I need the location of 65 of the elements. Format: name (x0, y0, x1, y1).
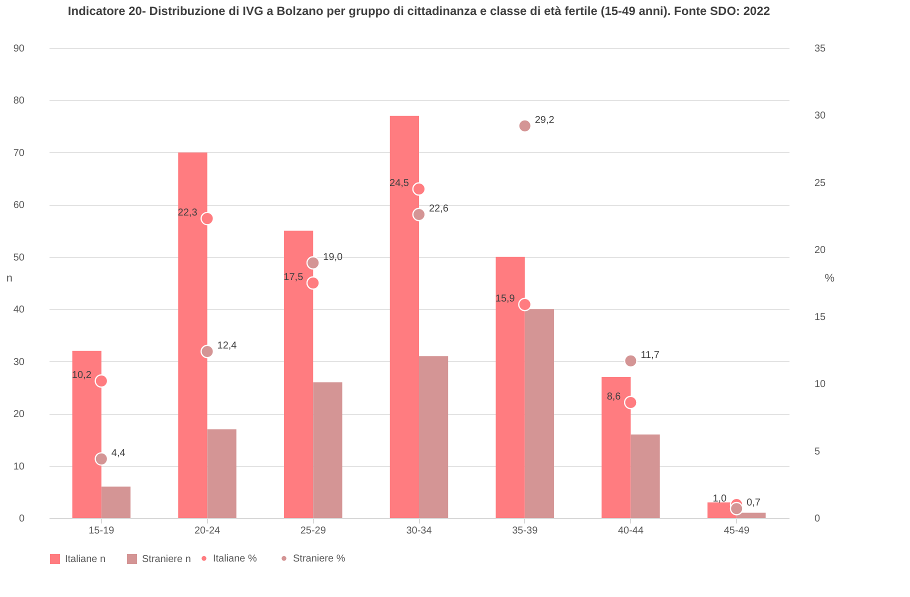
y-tick-label: 50 (13, 252, 25, 264)
data-label: 4,4 (111, 448, 126, 459)
y2-tick-label: 35 (814, 44, 826, 54)
x-tick-label: 45-49 (724, 526, 750, 536)
y2-tick-label: 25 (814, 178, 826, 189)
y2-axis-title: % (824, 272, 835, 284)
x-tick-label: 20-24 (194, 526, 220, 536)
point (624, 354, 638, 368)
y-tick-label: 40 (13, 304, 25, 316)
data-label: 8,6 (606, 392, 622, 403)
bar (313, 382, 342, 518)
point (412, 208, 426, 222)
x-tick-label: 40-44 (618, 526, 644, 536)
y-tick-label: 80 (13, 96, 25, 107)
point (306, 276, 320, 290)
x-tick-label: 30-34 (406, 526, 432, 536)
point (518, 119, 532, 133)
data-label: 24,5 (390, 178, 410, 189)
bar (419, 356, 448, 518)
data-label: 12,4 (217, 340, 238, 352)
point (200, 344, 214, 358)
y-tick-label: 0 (18, 514, 25, 524)
y-tick-label: 60 (13, 200, 25, 212)
data-label: 19,0 (323, 252, 344, 263)
data-label: 22,6 (429, 204, 449, 215)
point (730, 502, 744, 516)
point (94, 452, 108, 466)
x-tick-label: 35-39 (512, 526, 538, 536)
y2-tick-label: 30 (814, 110, 826, 122)
y2-tick-label: 5 (814, 446, 820, 458)
bar (207, 429, 236, 518)
y2-tick-label: 20 (814, 244, 826, 256)
data-label: 11,7 (640, 350, 660, 361)
point (200, 212, 214, 226)
bar (101, 486, 131, 518)
point (412, 182, 426, 196)
point (518, 298, 532, 312)
data-label: 1,0 (712, 494, 728, 505)
legend-label: Italiane % (213, 553, 258, 564)
y-tick-label: 90 (13, 44, 25, 54)
chart-title: Indicatore 20- Distribuzione di IVG a Bolzano per gruppo di cittadinanza e classe di età fertile (15-49 anni). Fonte SDO: 2022 (68, 4, 770, 18)
data-label: 17,5 (284, 272, 304, 283)
y2-tick-label: 10 (814, 379, 826, 390)
data-label: 0,7 (746, 498, 761, 509)
legend-label: Italiane n (65, 554, 106, 565)
data-label: 22,3 (178, 208, 198, 219)
y-tick-label: 70 (13, 148, 25, 159)
x-tick-label: 25-29 (300, 526, 326, 536)
point (624, 396, 638, 410)
bar (524, 309, 554, 518)
y2-tick-label: 0 (814, 514, 820, 524)
y-tick-label: 10 (13, 461, 25, 472)
legend-label: Straniere % (293, 553, 346, 564)
y-tick-label: 20 (13, 409, 25, 420)
point (94, 374, 108, 388)
data-label: 15,9 (495, 293, 516, 304)
legend-label: Straniere n (142, 554, 191, 565)
y-tick-label: 30 (13, 356, 25, 368)
y-axis-title: n (6, 272, 12, 284)
y2-tick-label: 15 (814, 312, 826, 324)
data-label: 10,2 (72, 370, 92, 382)
data-label: 29,2 (534, 114, 555, 126)
point (306, 256, 320, 270)
x-tick-label: 15-19 (88, 526, 115, 536)
bar (630, 434, 660, 518)
